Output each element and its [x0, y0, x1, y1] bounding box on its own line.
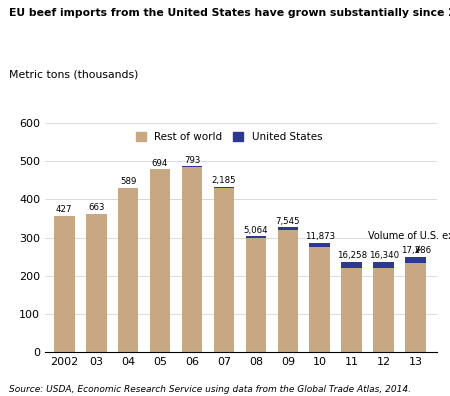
Bar: [405, 263, 426, 352]
Bar: [374, 268, 394, 352]
Bar: [310, 243, 330, 247]
Text: 16,340: 16,340: [369, 251, 399, 261]
Bar: [214, 187, 234, 188]
Text: 793: 793: [184, 156, 200, 165]
Bar: [278, 230, 298, 352]
Bar: [118, 188, 139, 352]
Bar: [182, 167, 202, 352]
Legend: Rest of world, United States: Rest of world, United States: [131, 128, 327, 146]
Bar: [150, 169, 171, 352]
Bar: [342, 262, 362, 268]
Text: 2,185: 2,185: [212, 177, 236, 185]
Text: Metric tons (thousands): Metric tons (thousands): [9, 69, 139, 79]
Bar: [405, 257, 426, 263]
Text: 589: 589: [120, 177, 136, 186]
Bar: [246, 236, 266, 238]
Text: Source: USDA, Economic Research Service using data from the Global Trade Atlas, : Source: USDA, Economic Research Service …: [9, 385, 411, 394]
Text: 5,064: 5,064: [243, 226, 268, 235]
Text: 11,873: 11,873: [305, 232, 335, 241]
Text: 694: 694: [152, 159, 168, 168]
Bar: [86, 214, 107, 352]
Text: 663: 663: [88, 203, 104, 212]
Bar: [246, 238, 266, 352]
Bar: [374, 262, 394, 268]
Text: Volume of U.S. exports: Volume of U.S. exports: [368, 231, 450, 252]
Bar: [342, 268, 362, 352]
Bar: [54, 216, 75, 352]
Text: 17,286: 17,286: [400, 246, 431, 255]
Bar: [214, 188, 234, 352]
Text: 427: 427: [56, 205, 72, 214]
Bar: [310, 247, 330, 352]
Text: 7,545: 7,545: [275, 217, 300, 226]
Text: EU beef imports from the United States have grown substantially since 2006: EU beef imports from the United States h…: [9, 8, 450, 18]
Bar: [278, 227, 298, 230]
Text: 16,258: 16,258: [337, 251, 367, 261]
